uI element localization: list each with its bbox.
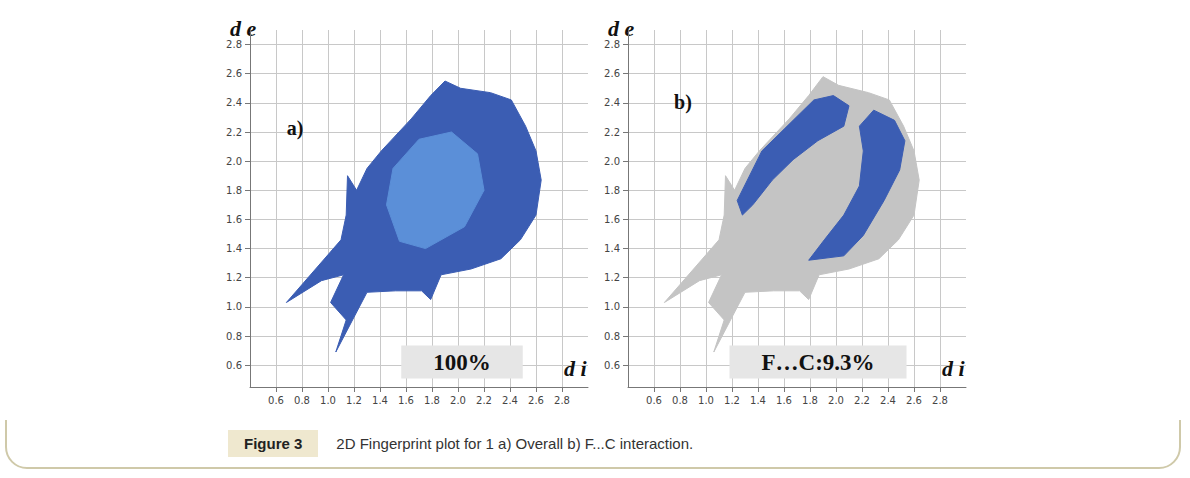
svg-text:2.4: 2.4 <box>226 97 242 108</box>
svg-text:2.4: 2.4 <box>604 97 620 108</box>
svg-text:2.4: 2.4 <box>502 395 518 406</box>
svg-text:2.0: 2.0 <box>450 395 466 406</box>
svg-text:2.6: 2.6 <box>528 395 544 406</box>
svg-text:1.6: 1.6 <box>226 214 242 225</box>
svg-text:1.6: 1.6 <box>604 214 620 225</box>
svg-text:2.8: 2.8 <box>932 395 948 406</box>
svg-text:2.2: 2.2 <box>476 395 492 406</box>
svg-text:1.8: 1.8 <box>802 395 818 406</box>
svg-text:0.6: 0.6 <box>604 360 620 371</box>
svg-text:1.4: 1.4 <box>750 395 766 406</box>
svg-text:1.8: 1.8 <box>604 185 620 196</box>
svg-text:d i: d i <box>942 356 966 381</box>
svg-text:1.4: 1.4 <box>604 243 620 254</box>
svg-text:2.2: 2.2 <box>854 395 870 406</box>
svg-text:0.8: 0.8 <box>604 331 620 342</box>
svg-text:2.0: 2.0 <box>828 395 844 406</box>
html-text:Figure 3: Figure 3 <box>244 434 303 452</box>
svg-text:1.2: 1.2 <box>724 395 740 406</box>
svg-text:1.2: 1.2 <box>226 272 242 283</box>
svg-text:1.0: 1.0 <box>698 395 714 406</box>
svg-text:0.8: 0.8 <box>226 331 242 342</box>
svg-text:2.8: 2.8 <box>226 39 242 50</box>
svg-text:1.8: 1.8 <box>424 395 440 406</box>
svg-text:2.2: 2.2 <box>226 127 242 138</box>
svg-text:2.8: 2.8 <box>554 395 570 406</box>
html-text:2D Fingerprint plot for 1 a) O: 2D Fingerprint plot for 1 a) Overall b) … <box>336 434 694 452</box>
svg-text:F…C:9.3%: F…C:9.3% <box>761 350 874 375</box>
svg-text:0.6: 0.6 <box>268 395 284 406</box>
svg-text:2.6: 2.6 <box>906 395 922 406</box>
svg-text:2.0: 2.0 <box>604 156 620 167</box>
svg-text:a): a) <box>287 117 304 140</box>
svg-text:100%: 100% <box>433 350 491 375</box>
svg-text:1.0: 1.0 <box>604 301 620 312</box>
svg-text:0.6: 0.6 <box>646 395 662 406</box>
svg-text:1.0: 1.0 <box>320 395 336 406</box>
svg-text:1.6: 1.6 <box>776 395 792 406</box>
svg-text:2.2: 2.2 <box>604 127 620 138</box>
svg-text:b): b) <box>674 91 692 114</box>
svg-text:0.8: 0.8 <box>294 395 310 406</box>
svg-text:0.8: 0.8 <box>672 395 688 406</box>
svg-text:2.4: 2.4 <box>880 395 896 406</box>
svg-text:1.6: 1.6 <box>398 395 414 406</box>
svg-text:2.0: 2.0 <box>226 156 242 167</box>
svg-text:2.8: 2.8 <box>604 39 620 50</box>
svg-text:1.4: 1.4 <box>372 395 388 406</box>
svg-text:2.6: 2.6 <box>226 68 242 79</box>
svg-text:d i: d i <box>564 356 588 381</box>
svg-text:1.0: 1.0 <box>226 301 242 312</box>
svg-text:1.2: 1.2 <box>346 395 362 406</box>
svg-text:1.8: 1.8 <box>226 185 242 196</box>
svg-text:0.6: 0.6 <box>226 360 242 371</box>
svg-text:1.2: 1.2 <box>604 272 620 283</box>
svg-text:d e: d e <box>230 16 257 41</box>
svg-text:1.4: 1.4 <box>226 243 242 254</box>
svg-text:d e: d e <box>608 16 635 41</box>
svg-text:2.6: 2.6 <box>604 68 620 79</box>
